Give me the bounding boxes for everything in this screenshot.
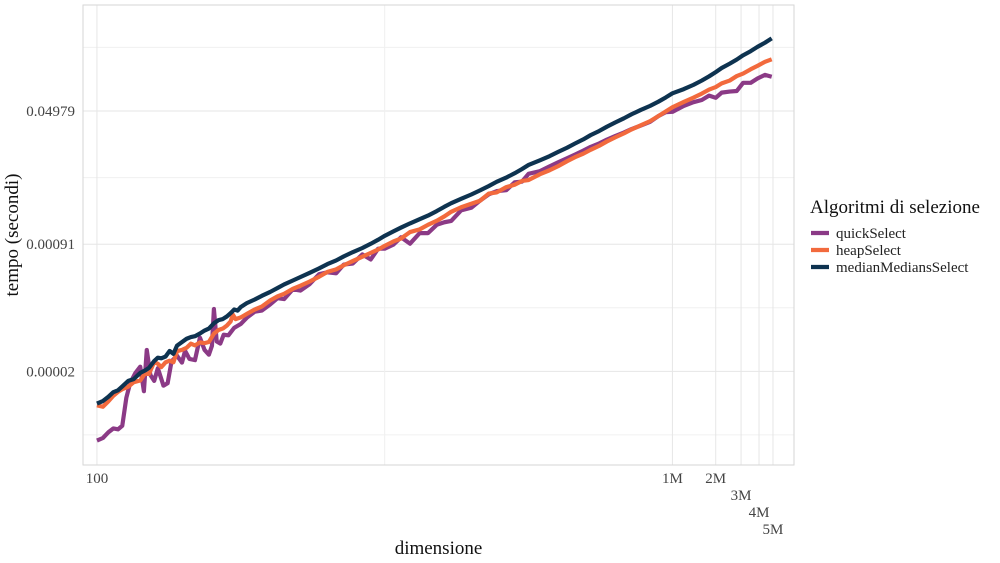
legend: Algoritmi di selezione quickSelectheapSe…	[810, 197, 980, 276]
x-tick-label: 4M	[749, 505, 770, 521]
legend-title: Algoritmi di selezione	[810, 197, 980, 218]
legend-label: quickSelect	[836, 226, 907, 242]
y-tick-label: 0.00091	[26, 237, 75, 253]
series-line-heapSelect	[96, 57, 773, 409]
series-lines	[96, 36, 773, 443]
plot-panel-border	[82, 4, 795, 466]
x-tick-label: 1M	[662, 471, 683, 487]
y-axis-title: tempo (secondi)	[2, 174, 23, 297]
y-tick-label: 0.04979	[26, 104, 75, 120]
x-tick-label: 5M	[763, 522, 784, 538]
series-line-medianMediansSelect	[96, 36, 773, 406]
x-tick-label: 100	[86, 471, 109, 487]
x-axis-title: dimensione	[395, 538, 483, 559]
x-tick-label: 3M	[731, 488, 752, 504]
x-tick-label: 2M	[705, 471, 726, 487]
legend-label: medianMediansSelect	[836, 260, 969, 276]
legend-label: heapSelect	[836, 243, 902, 259]
y-tick-label: 0.00002	[26, 364, 75, 380]
